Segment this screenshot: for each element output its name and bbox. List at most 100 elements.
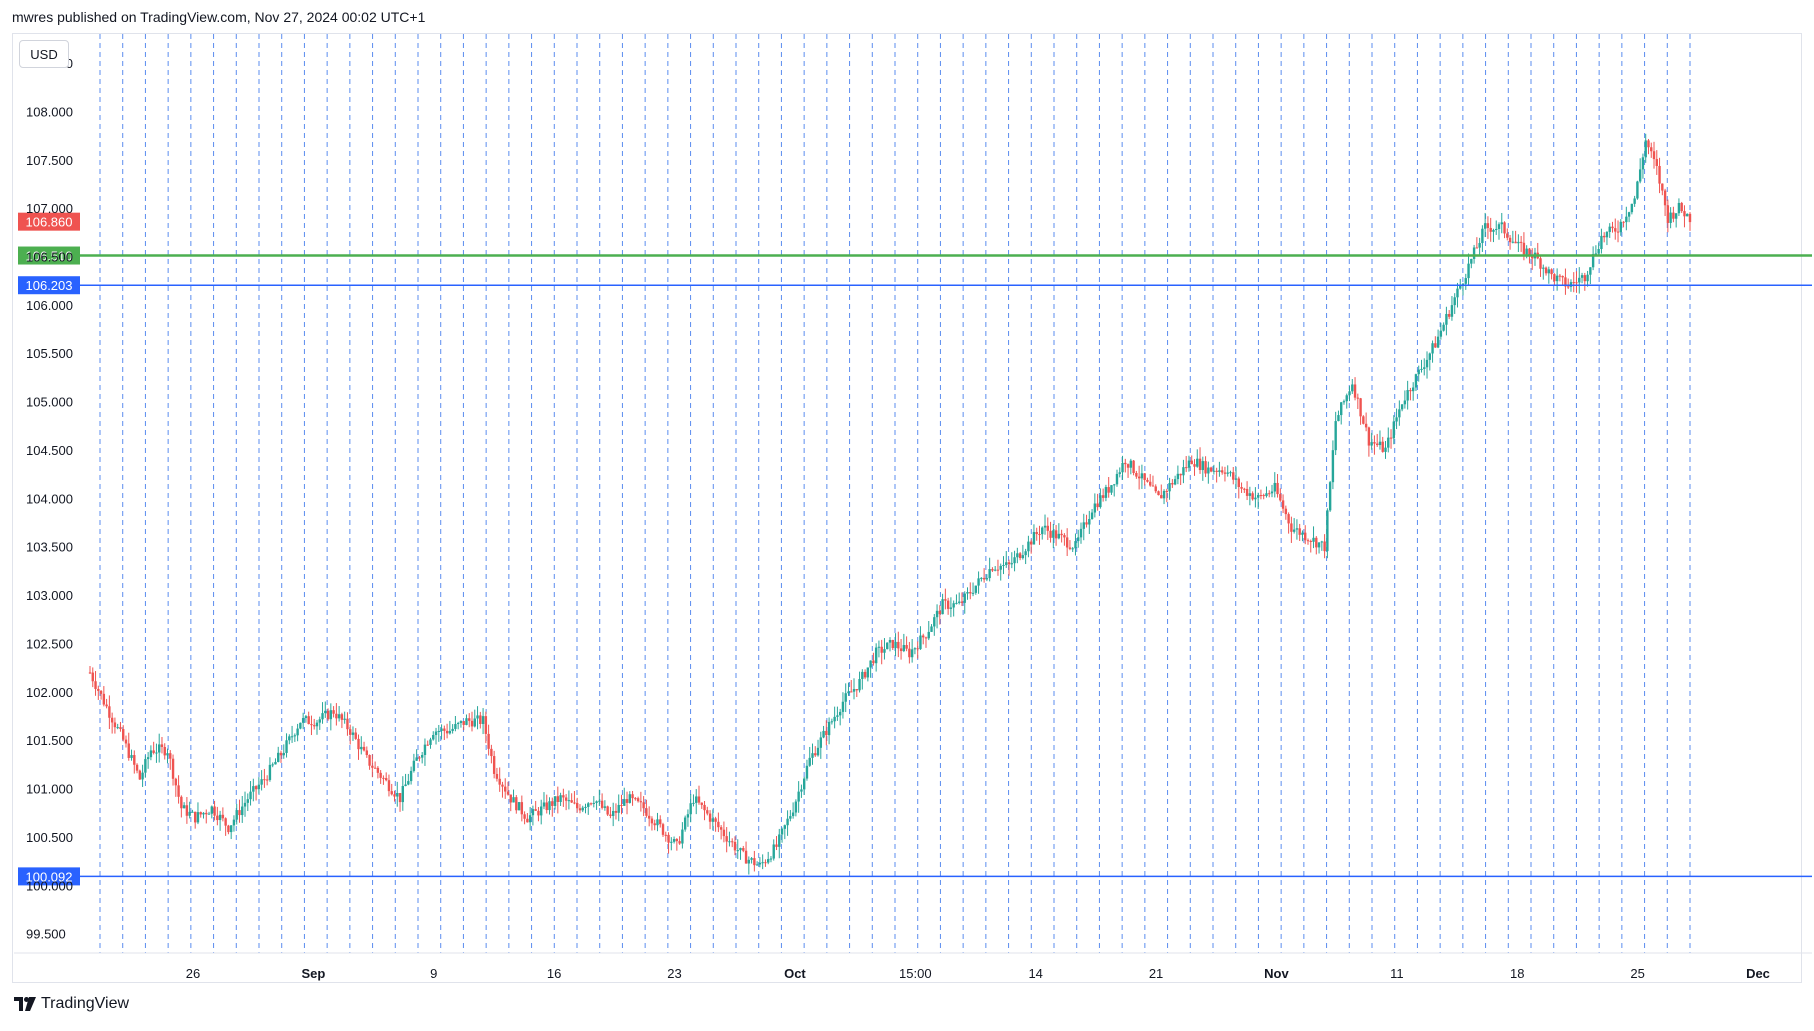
candle [1204, 456, 1207, 478]
candle-body [1041, 527, 1044, 535]
candle-body [869, 660, 872, 668]
candle [1428, 352, 1431, 371]
candle [960, 592, 964, 607]
candle-body [1636, 181, 1639, 199]
candle [559, 792, 562, 806]
candle [1370, 432, 1373, 450]
candle-body [747, 859, 751, 864]
candle-body [841, 701, 845, 712]
candle-body [1176, 473, 1180, 480]
candle-body [852, 689, 856, 692]
candle [1320, 540, 1324, 551]
candle-body [786, 818, 789, 826]
candle-body [360, 746, 363, 750]
candle-body [1661, 183, 1664, 191]
candle-body [1348, 391, 1351, 396]
candle [1270, 484, 1274, 498]
candle-body [492, 756, 496, 774]
candle-body [1229, 472, 1232, 474]
chart-frame[interactable] [12, 33, 1802, 983]
candle [1414, 373, 1418, 392]
candle-body [232, 819, 236, 826]
candle [664, 831, 667, 842]
candle [252, 778, 255, 802]
candle-body [858, 679, 861, 691]
candle-body [1168, 483, 1171, 492]
candle-body [1459, 285, 1462, 289]
candle [606, 805, 609, 816]
candle [1553, 273, 1556, 285]
candle [827, 717, 831, 745]
candle [670, 837, 673, 851]
candle-body [797, 791, 800, 802]
candle [1129, 458, 1133, 475]
candle [802, 776, 806, 795]
candle [747, 856, 751, 875]
candle [1046, 517, 1049, 541]
candle [185, 797, 189, 824]
candle-body [886, 642, 889, 650]
candle [933, 614, 936, 636]
candle-body [847, 691, 850, 694]
candle [744, 841, 748, 864]
candle [910, 639, 914, 663]
candle-body [711, 818, 715, 822]
candle [833, 706, 836, 729]
candle [531, 805, 535, 826]
candle-body [1544, 267, 1548, 274]
candle-body [1171, 483, 1174, 485]
candle-body [185, 805, 189, 816]
candle [1467, 253, 1470, 285]
candle-body [905, 645, 908, 649]
candle [1591, 246, 1595, 271]
candle [935, 604, 939, 629]
candle [191, 809, 194, 813]
publisher-caption: mwres published on TradingView.com, Nov … [12, 9, 426, 25]
candle-body [802, 778, 806, 790]
x-tick-label: Oct [784, 966, 806, 981]
candle-body [1456, 288, 1459, 298]
candle [1561, 275, 1564, 285]
candle-body [1414, 374, 1418, 388]
candle-body [955, 602, 958, 604]
candle-body [88, 672, 92, 674]
candle [611, 802, 615, 827]
candle-body [1085, 522, 1088, 525]
candle [645, 799, 648, 818]
candle [791, 802, 795, 819]
candle [927, 620, 930, 641]
candle-body [1281, 500, 1285, 509]
candle [971, 582, 975, 597]
candle [1007, 559, 1011, 576]
candle [993, 566, 997, 572]
candle-body [1555, 275, 1559, 282]
candle [470, 711, 474, 732]
candle [329, 703, 333, 731]
candle-body [1049, 530, 1052, 538]
candle-body [1650, 147, 1653, 152]
tradingview-logo[interactable]: TradingView [14, 995, 129, 1013]
y-tick-label: 103.000 [26, 588, 73, 603]
candle-body [465, 718, 468, 725]
candle-body [1007, 562, 1011, 565]
candle-body [1644, 140, 1647, 158]
candle [1240, 482, 1243, 493]
candle-body [1290, 523, 1293, 532]
candle [434, 727, 438, 745]
candle-body [1575, 282, 1578, 284]
candle-body [1514, 241, 1517, 244]
candle-body [1090, 512, 1094, 519]
candle-body [376, 767, 380, 773]
candle-body [1364, 423, 1368, 428]
candle [897, 631, 900, 658]
candle [1013, 550, 1016, 572]
candle [271, 762, 274, 768]
currency-selector[interactable]: USD [19, 40, 69, 68]
candle-body [672, 839, 676, 842]
candle [437, 724, 440, 742]
candle-body [731, 841, 734, 843]
candle [789, 810, 792, 822]
candle [949, 597, 953, 618]
candle-body [290, 736, 294, 738]
